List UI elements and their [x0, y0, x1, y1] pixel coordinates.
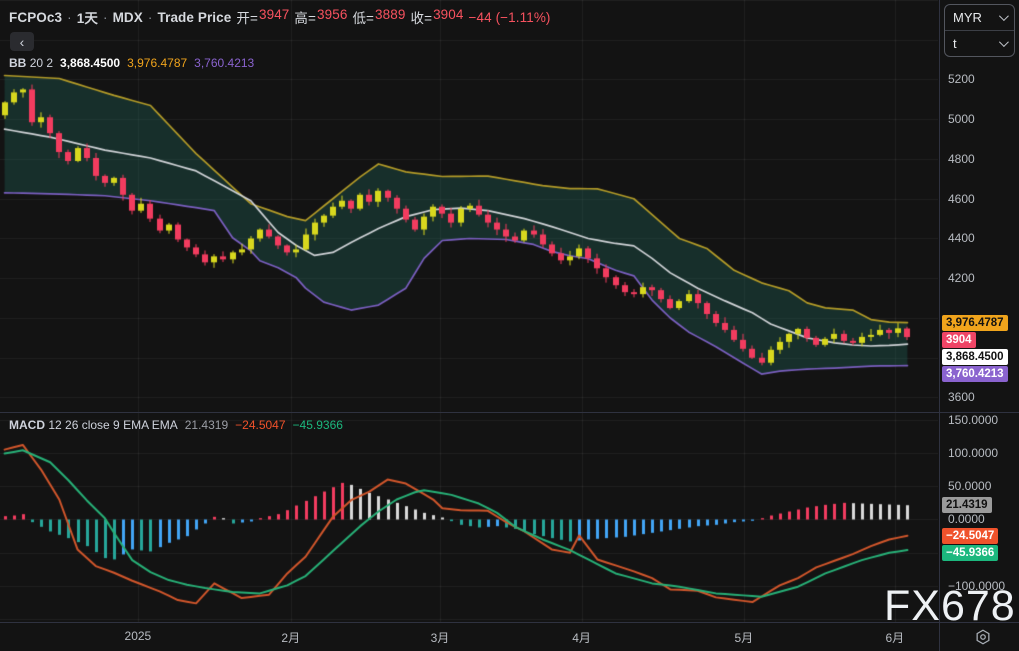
- unit-label: t: [953, 36, 957, 51]
- interval-label[interactable]: 1天: [76, 11, 98, 26]
- time-axis[interactable]: 2025 2月 3月 4月 5月 6月: [0, 623, 1019, 651]
- bb-lower-value: 3,760.4213: [194, 56, 255, 70]
- price-axis[interactable]: 5200 5000 4800 4600 4400 4200 3600 150.0000 100.…: [940, 0, 1019, 622]
- macd-tick-0: 0.0000: [948, 512, 985, 527]
- separator-dot: ·: [147, 9, 153, 25]
- separator-dot: ·: [102, 9, 108, 25]
- main-price-label: 3,868.4500: [942, 348, 1008, 365]
- macd-price-label: −24.5047: [942, 527, 999, 544]
- series-type-label: Trade Price: [157, 9, 232, 25]
- separator-dot: ·: [67, 9, 72, 25]
- main-price-label: 3,760.4213: [942, 365, 1008, 382]
- macd-params: 12 26 close 9 EMA EMA: [48, 418, 178, 432]
- chevron-down-icon: [998, 37, 1009, 48]
- price-tick-4600: 4600: [948, 191, 975, 206]
- macd-name: MACD: [9, 418, 45, 432]
- bollinger-legend[interactable]: BB 20 2 3,868.4500 3,976.4787 3,760.4213: [9, 56, 254, 70]
- time-label-5月: 5月: [734, 631, 754, 645]
- macd-line-value: −24.5047: [235, 418, 286, 432]
- main-price-pane-canvas[interactable]: [0, 0, 938, 412]
- time-label-2月: 2月: [281, 631, 301, 645]
- price-tick-4400: 4400: [948, 231, 975, 246]
- bb-middle-value: 3,868.4500: [60, 56, 121, 70]
- macd-price-label: −45.9366: [942, 544, 999, 561]
- price-tick-4200: 4200: [948, 271, 975, 286]
- main-price-label: 3904: [942, 331, 976, 348]
- chevron-left-icon: ‹: [19, 33, 25, 50]
- unit-dropdown[interactable]: t: [945, 31, 1014, 56]
- back-button[interactable]: ‹: [10, 32, 34, 51]
- low-value: 低= 3889: [352, 7, 406, 26]
- time-axis-separator: [0, 622, 1019, 623]
- macd-hist-value: 21.4319: [184, 418, 229, 432]
- fx678-watermark: FX678: [884, 582, 1016, 630]
- bb-upper-value: 3,976.4787: [127, 56, 188, 70]
- price-tick-5000: 5000: [948, 112, 975, 127]
- currency-label: MYR: [953, 10, 982, 25]
- controls-divider: [945, 30, 1014, 31]
- time-label-4月: 4月: [572, 631, 591, 645]
- time-label-3月: 3月: [430, 631, 450, 645]
- macd-pane-canvas[interactable]: [0, 413, 938, 622]
- macd-tick-150: 150.0000: [948, 412, 999, 427]
- high-value: 高= 3956: [294, 7, 348, 26]
- macd-tick--100: −100.0000: [948, 579, 1006, 594]
- price-axis-separator: [939, 0, 940, 651]
- price-tick-4800: 4800: [948, 151, 975, 166]
- symbol-header: FCPOc3 · 1天 · MDX · Trade Price 开= 3947 高…: [9, 7, 551, 27]
- macd-signal-value: −45.9366: [292, 418, 343, 432]
- close-value: 收= 3904: [410, 7, 464, 26]
- main-price-label: 3,976.4787: [942, 314, 1008, 331]
- exchange-label: MDX: [112, 9, 143, 25]
- symbol-name[interactable]: FCPOc3: [9, 9, 63, 25]
- macd-tick-100: 100.0000: [948, 445, 999, 460]
- change-value: −44 (−1.11%): [468, 9, 551, 25]
- macd-legend[interactable]: MACD 12 26 close 9 EMA EMA 21.4319 −24.5…: [9, 418, 343, 432]
- currency-dropdown[interactable]: MYR: [945, 5, 1014, 30]
- price-tick-5200: 5200: [948, 72, 975, 87]
- price-tick-3600: 3600: [948, 390, 975, 405]
- chevron-down-icon: [998, 11, 1009, 22]
- time-label-2025: 2025: [124, 629, 152, 643]
- scale-controls: MYR t: [944, 4, 1015, 57]
- bb-name: BB: [9, 56, 27, 70]
- chart-properties-icon[interactable]: [974, 628, 992, 646]
- macd-tick-50: 50.0000: [948, 479, 992, 494]
- bb-params: 20 2: [29, 56, 54, 70]
- pane-separator[interactable]: [0, 412, 1019, 413]
- open-value: 开= 3947: [236, 7, 290, 26]
- macd-price-label: 21.4319: [942, 497, 992, 514]
- time-label-6月: 6月: [885, 631, 905, 645]
